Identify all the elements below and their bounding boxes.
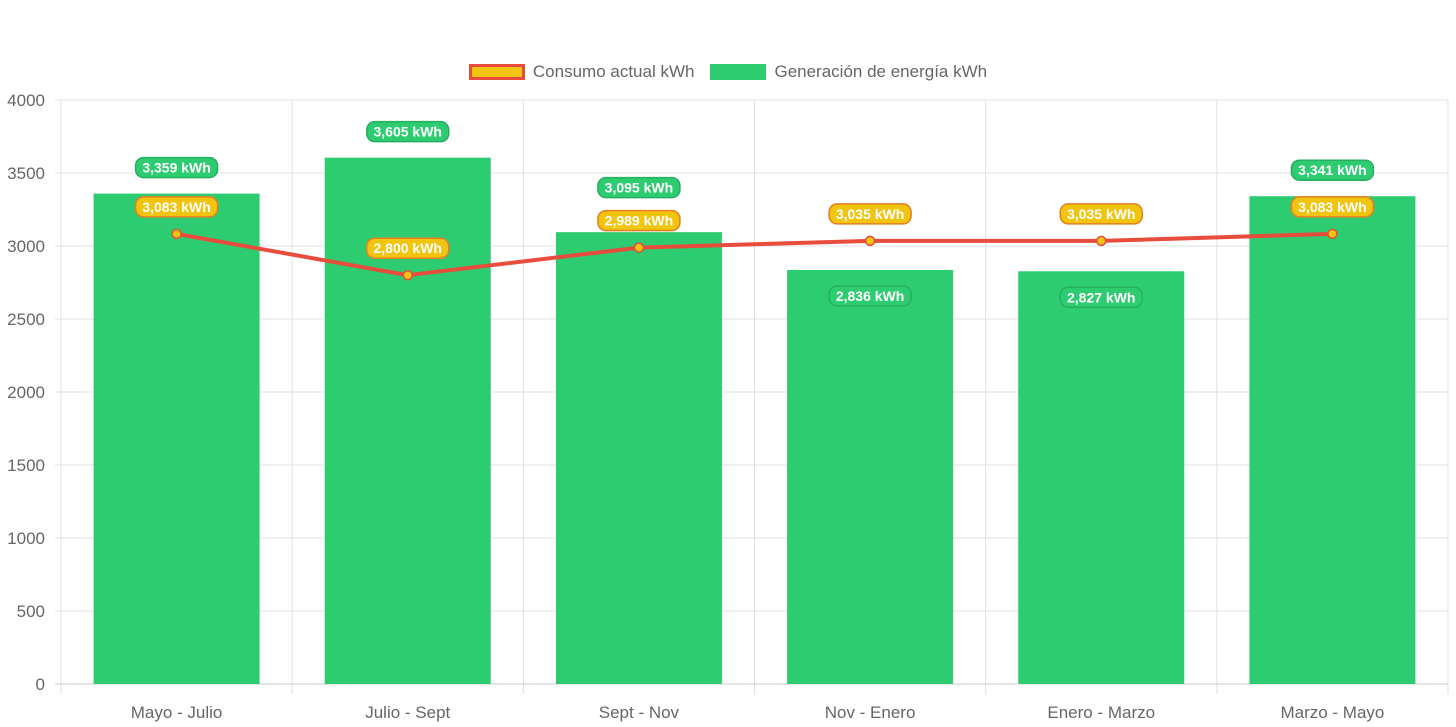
bar xyxy=(324,157,491,685)
data-label-generacion-badge xyxy=(828,285,912,307)
legend-item-consumo[interactable]: Consumo actual kWh xyxy=(468,62,695,82)
legend-label-consumo: Consumo actual kWh xyxy=(532,62,695,81)
data-label-consumo-badge xyxy=(828,203,912,225)
data-label-generacion-badge xyxy=(134,156,219,179)
data-label-generacion: 3,359 kWh xyxy=(142,160,210,176)
data-label-consumo-badge xyxy=(1059,203,1143,225)
data-label-consumo: 3,083 kWh xyxy=(142,199,210,215)
data-label-generacion: 3,095 kWh xyxy=(605,180,673,196)
y-tick-label: 3500 xyxy=(7,164,45,183)
data-label-consumo: 3,035 kWh xyxy=(1067,206,1135,222)
y-tick-label: 1500 xyxy=(7,456,45,475)
series-line-consumo xyxy=(176,231,1333,278)
x-tick-label: Marzo - Mayo xyxy=(1280,703,1384,722)
line-point xyxy=(1096,235,1107,247)
bar xyxy=(555,232,722,684)
data-label-generacion-badge xyxy=(1059,286,1143,309)
bar xyxy=(1018,271,1185,684)
x-tick-label: Julio - Sept xyxy=(365,703,450,722)
y-tick-label: 2500 xyxy=(7,310,45,329)
data-label-consumo-badge xyxy=(1290,196,1375,218)
data-label-consumo-badge xyxy=(597,209,681,232)
legend-swatch-consumo xyxy=(468,64,525,80)
line-point xyxy=(864,235,876,247)
data-label-generacion-badge xyxy=(1290,159,1375,181)
y-tick-label: 1000 xyxy=(7,529,45,548)
data-label-consumo-badge xyxy=(366,237,450,259)
y-tick-label: 3000 xyxy=(7,237,45,256)
bar xyxy=(787,269,954,684)
line-point xyxy=(633,242,645,253)
data-label-consumo: 2,989 kWh xyxy=(605,213,673,229)
bar xyxy=(1249,196,1416,685)
data-label-generacion: 2,836 kWh xyxy=(836,288,904,304)
y-tick-label: 2000 xyxy=(7,383,45,402)
y-tick-label: 0 xyxy=(36,675,45,694)
data-label-generacion-badge xyxy=(597,176,681,199)
legend-item-generacion[interactable]: Generación de energía kWh xyxy=(710,62,987,82)
data-label-consumo: 2,800 kWh xyxy=(374,240,442,256)
data-label-generacion-badge xyxy=(366,120,450,143)
x-tick-label: Mayo - Julio xyxy=(131,703,223,722)
x-tick-label: Enero - Marzo xyxy=(1047,703,1155,722)
x-tick-label: Nov - Enero xyxy=(825,703,916,722)
legend-label-generacion: Generación de energía kWh xyxy=(774,62,988,81)
legend-swatch-generacion xyxy=(710,64,767,80)
legend: Consumo actual kWh Generación de energía… xyxy=(0,62,1456,82)
data-label-consumo-badge xyxy=(134,196,219,218)
y-tick-label: 4000 xyxy=(7,91,45,110)
data-label-consumo: 3,083 kWh xyxy=(1298,199,1366,215)
x-tick-label: Sept - Nov xyxy=(599,703,680,722)
y-tick-label: 500 xyxy=(17,602,45,621)
bar xyxy=(93,193,260,684)
line-point xyxy=(171,228,182,240)
line-point xyxy=(1327,228,1338,240)
data-label-consumo: 3,035 kWh xyxy=(836,206,904,222)
data-label-generacion: 3,605 kWh xyxy=(374,124,442,140)
line-point xyxy=(402,269,413,281)
data-label-generacion: 3,341 kWh xyxy=(1298,162,1366,178)
data-label-generacion: 2,827 kWh xyxy=(1067,289,1135,305)
